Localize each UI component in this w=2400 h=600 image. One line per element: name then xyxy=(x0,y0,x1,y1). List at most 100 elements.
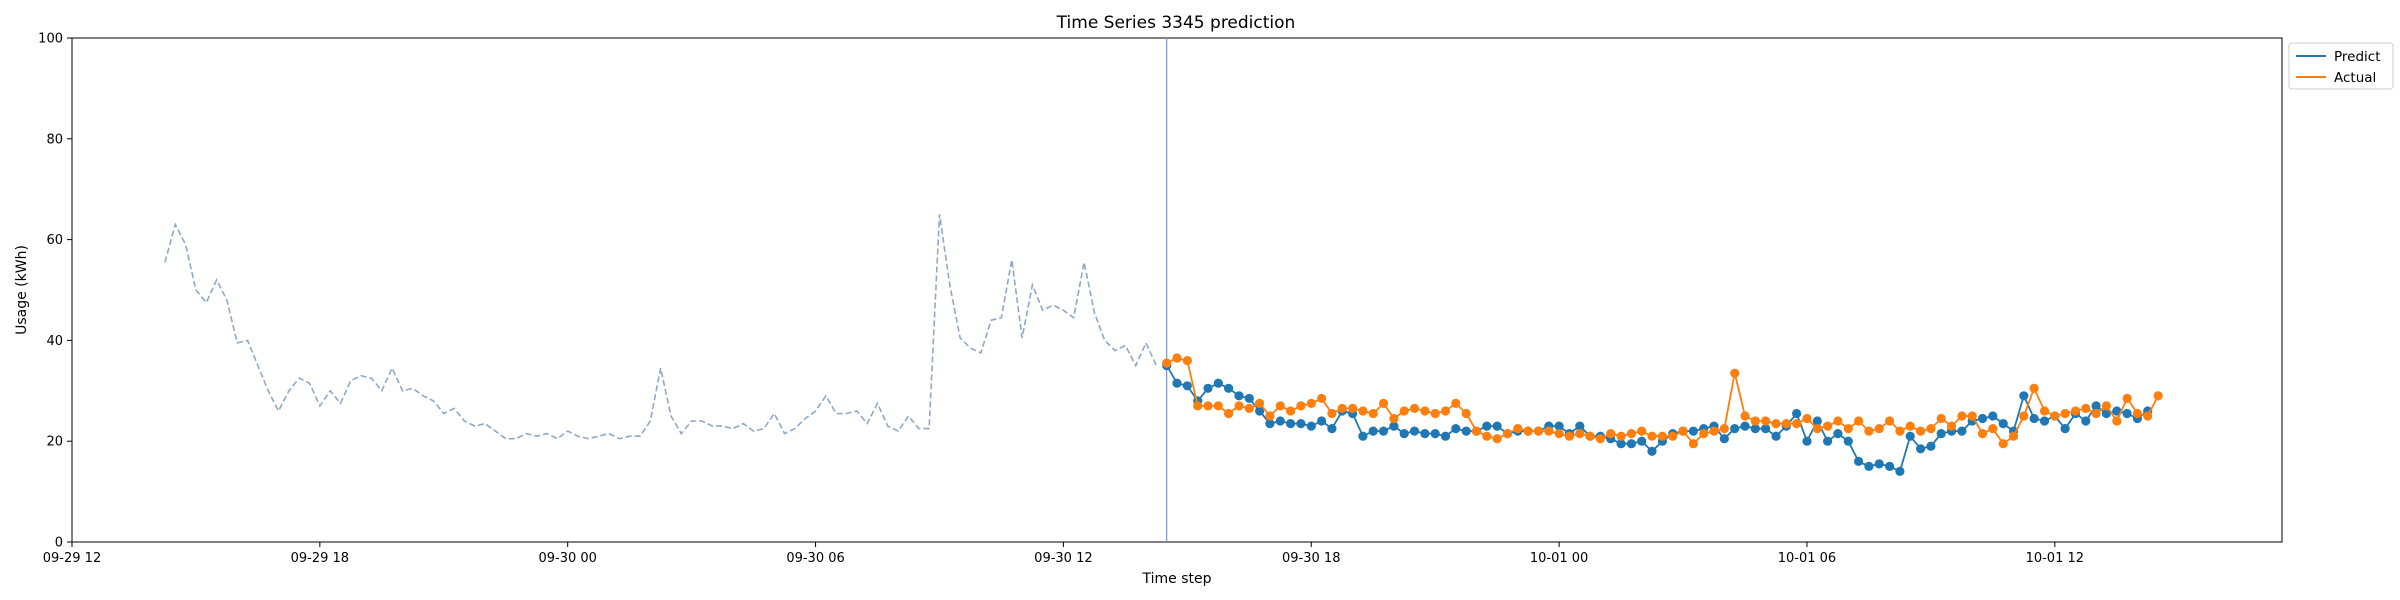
predict-point xyxy=(1575,421,1585,431)
predict-point xyxy=(1420,429,1430,439)
predict-point xyxy=(1317,416,1327,426)
actual-point xyxy=(1461,408,1471,419)
y-tick-label: 60 xyxy=(46,233,63,248)
actual-point xyxy=(1234,401,1244,411)
actual-point xyxy=(1688,439,1698,449)
predict-point xyxy=(1957,426,1967,436)
predict-point xyxy=(1358,431,1368,441)
predict-point xyxy=(1306,421,1316,431)
actual-point xyxy=(1317,393,1327,403)
actual-point xyxy=(1585,431,1595,441)
actual-point xyxy=(1936,413,1946,424)
predict-point xyxy=(1988,411,1998,421)
predict-point xyxy=(1823,436,1833,446)
actual-point xyxy=(2008,431,2019,441)
actual-point xyxy=(1203,401,1213,411)
actual-point xyxy=(1533,426,1543,436)
actual-point xyxy=(2050,411,2060,421)
actual-point xyxy=(1833,416,1843,426)
x-tick-label: 09-29 12 xyxy=(43,551,101,566)
predict-point xyxy=(1730,424,1740,434)
predict-line xyxy=(1165,365,2149,473)
actual-point xyxy=(1544,426,1554,436)
actual-point xyxy=(1492,434,1502,444)
predict-point xyxy=(1368,426,1378,436)
predict-point xyxy=(1936,429,1946,439)
predict-point xyxy=(1977,413,1988,424)
y-tick-label: 0 xyxy=(55,536,63,551)
x-tick-label: 09-30 00 xyxy=(538,551,596,566)
actual-point xyxy=(1812,424,1822,434)
actual-point xyxy=(1988,424,1998,434)
actual-point xyxy=(2029,383,2039,393)
actual-point xyxy=(1699,429,1709,439)
x-axis: 09-29 12 09-29 18 09-30 00 09-30 06 09-30 12… xyxy=(43,542,2084,566)
actual-point xyxy=(2070,406,2081,416)
actual-point xyxy=(1678,426,1688,436)
actual-point xyxy=(1224,408,1234,419)
actual-point xyxy=(1513,424,1523,434)
actual-point xyxy=(1977,429,1988,439)
x-tick-label: 09-29 18 xyxy=(291,551,349,566)
predict-point xyxy=(1812,416,1822,426)
actual-point xyxy=(1616,431,1626,441)
actual-point xyxy=(1843,424,1853,434)
actual-point xyxy=(1606,429,1616,439)
predict-point xyxy=(2122,408,2132,419)
actual-point xyxy=(1926,424,1936,434)
actual-point xyxy=(1296,401,1306,411)
actual-point xyxy=(1265,411,1275,421)
actual-point xyxy=(1244,403,1254,413)
predict-point xyxy=(1740,421,1750,431)
predict-point xyxy=(1761,424,1771,434)
actual-point xyxy=(1440,406,1451,416)
x-tick-label: 10-01 00 xyxy=(1530,551,1588,566)
predict-point xyxy=(1275,416,1285,426)
predict-point xyxy=(1802,436,1812,446)
actual-point xyxy=(1709,426,1719,436)
predict-point xyxy=(2101,408,2111,419)
predict-point xyxy=(1482,421,1492,431)
actual-point xyxy=(1637,426,1647,436)
y-axis-title: Usage (kWh) xyxy=(14,245,30,335)
predict-point xyxy=(1389,421,1399,431)
actual-point xyxy=(2122,393,2132,403)
predict-point xyxy=(1234,391,1244,401)
actual-point xyxy=(1885,416,1895,426)
predict-point xyxy=(1430,429,1440,439)
predict-point xyxy=(2112,406,2122,416)
predict-point xyxy=(1296,419,1306,429)
predict-point xyxy=(1843,436,1853,446)
actual-point xyxy=(1523,426,1533,436)
actual-point xyxy=(1451,398,1461,408)
predict-point xyxy=(1916,444,1926,454)
actual-point xyxy=(1719,424,1729,434)
x-tick-label: 09-30 18 xyxy=(1282,551,1340,566)
predict-point xyxy=(1440,431,1451,441)
actual-point xyxy=(1740,411,1750,421)
predict-point xyxy=(1895,466,1905,476)
actual-point xyxy=(1802,413,1812,424)
predict-point xyxy=(1554,421,1564,431)
legend-label-actual: Actual xyxy=(2334,70,2376,86)
actual-point xyxy=(1409,403,1420,413)
actual-point xyxy=(1957,411,1967,421)
actual-point xyxy=(1378,398,1389,408)
actual-point xyxy=(1575,429,1585,439)
actual-point xyxy=(1430,408,1440,419)
actual-point xyxy=(1368,408,1378,419)
predict-point xyxy=(1182,381,1192,391)
actual-point xyxy=(2081,403,2091,413)
actual-point xyxy=(1781,419,1791,429)
actual-point xyxy=(1554,429,1564,439)
actual-point xyxy=(1730,368,1740,378)
actual-point xyxy=(2143,411,2153,421)
y-axis: 0 20 40 60 80 100 xyxy=(38,32,72,551)
actual-point xyxy=(1854,416,1864,426)
actual-point xyxy=(1595,434,1605,444)
history-line xyxy=(164,214,1158,440)
predict-point xyxy=(1998,419,2008,429)
x-tick-label: 09-30 12 xyxy=(1034,551,1092,566)
plot-frame xyxy=(71,37,2283,543)
actual-point xyxy=(1626,429,1636,439)
